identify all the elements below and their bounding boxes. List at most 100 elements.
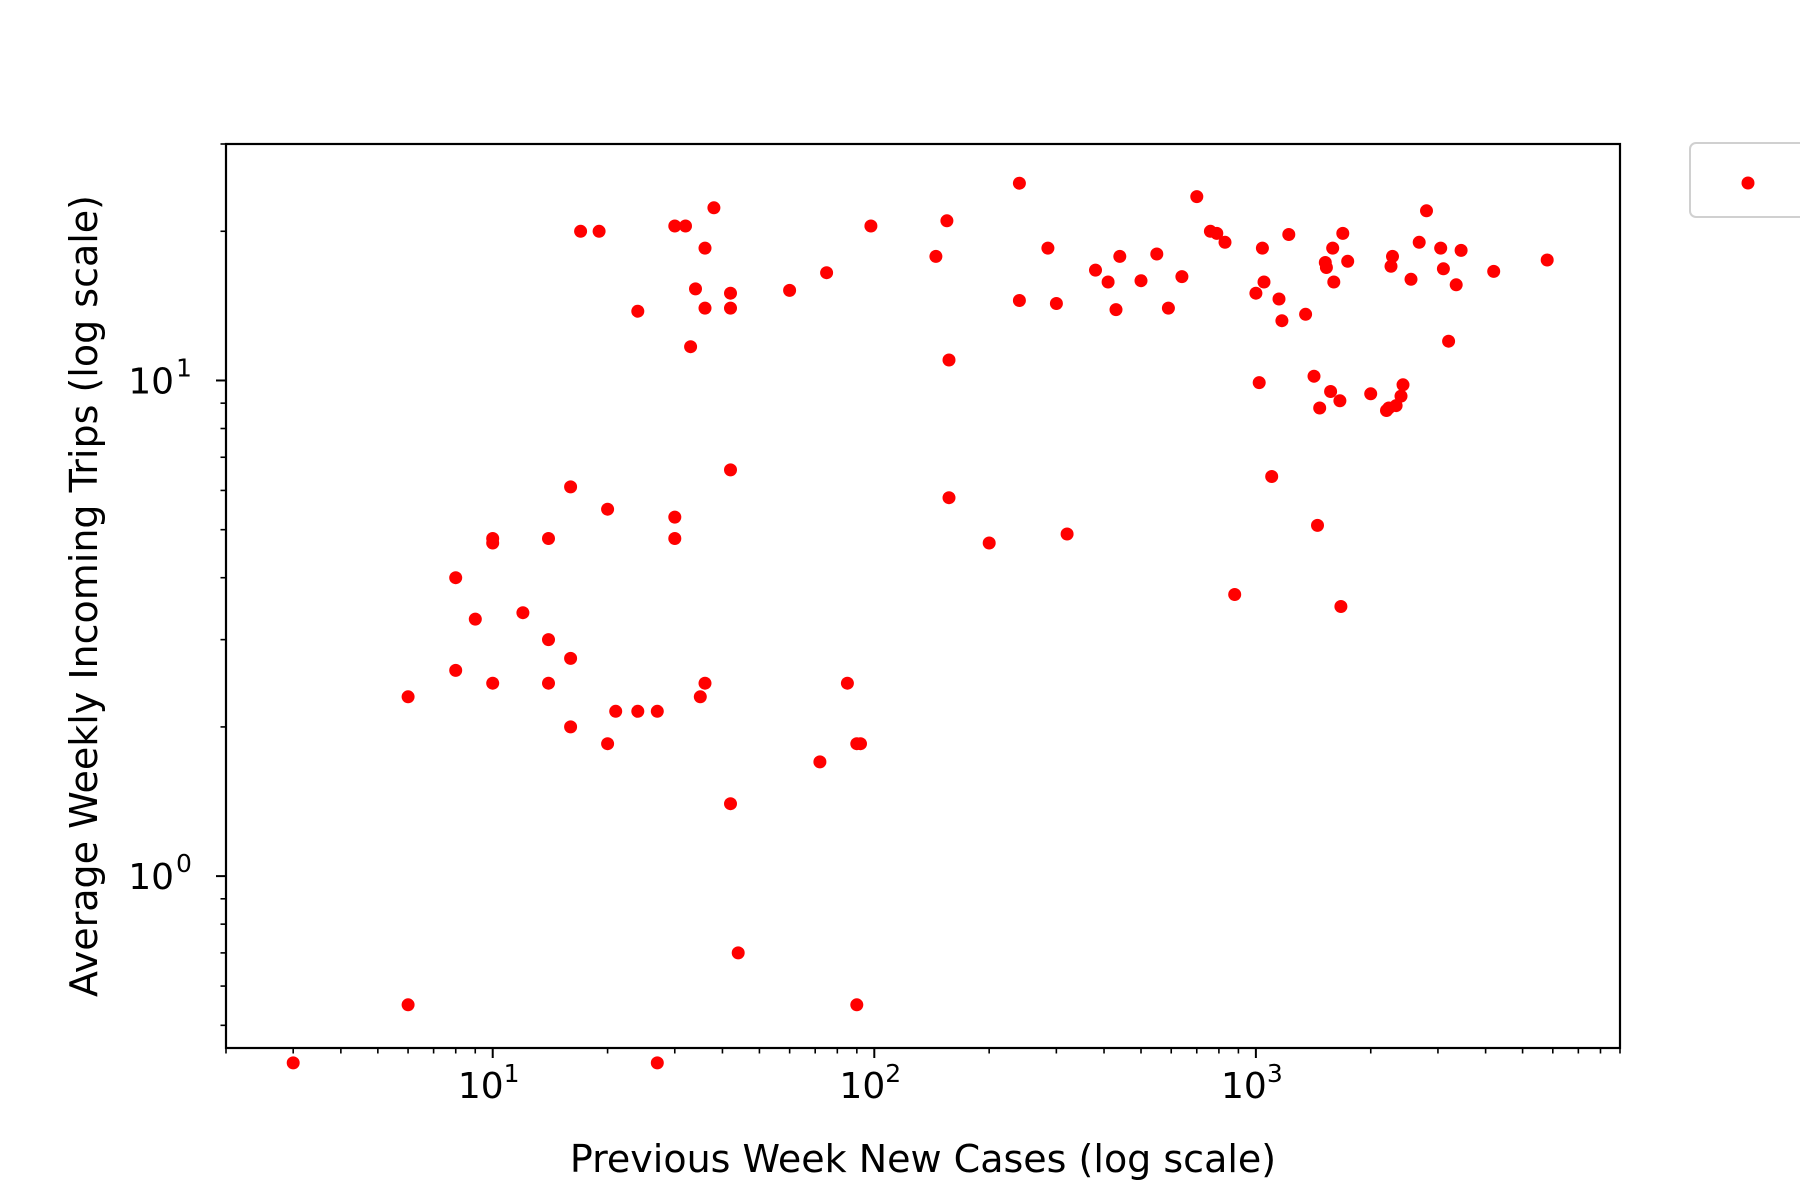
data-point-0-30 xyxy=(689,282,702,296)
data-point-0-50 xyxy=(940,214,954,228)
data-point-0-100 xyxy=(1396,378,1410,392)
data-point-0-34 xyxy=(698,301,712,315)
data-point-0-16 xyxy=(574,224,588,238)
data-point-0-36 xyxy=(724,286,737,300)
data-points xyxy=(286,176,1554,1070)
data-point-0-83 xyxy=(1313,401,1327,415)
data-point-0-40 xyxy=(731,946,745,960)
data-point-0-54 xyxy=(1012,176,1026,190)
data-point-0-3 xyxy=(449,571,463,585)
data-point-0-63 xyxy=(1134,274,1148,288)
data-point-0-5 xyxy=(468,612,482,626)
data-point-0-80 xyxy=(1299,307,1313,321)
data-point-0-53 xyxy=(982,536,996,550)
data-point-0-52 xyxy=(942,491,956,505)
data-point-0-49 xyxy=(929,249,943,263)
data-point-0-82 xyxy=(1311,518,1324,532)
data-point-0-1 xyxy=(401,998,415,1012)
data-point-0-87 xyxy=(1326,241,1340,255)
data-point-0-43 xyxy=(820,266,834,280)
data-point-0-8 xyxy=(486,676,500,690)
data-point-0-58 xyxy=(1060,527,1074,541)
y-tick-label-0: 10 xyxy=(128,857,174,898)
data-point-0-85 xyxy=(1319,261,1333,274)
data-point-0-22 xyxy=(631,704,645,718)
data-point-0-25 xyxy=(668,510,682,524)
data-point-0-15 xyxy=(564,720,578,734)
data-point-0-71 xyxy=(1228,588,1242,601)
data-point-0-21 xyxy=(631,304,645,318)
data-point-0-4 xyxy=(449,663,463,677)
data-point-0-81 xyxy=(1307,369,1321,383)
data-point-0-33 xyxy=(698,676,712,690)
data-point-0-97 xyxy=(1386,249,1399,263)
data-point-0-92 xyxy=(1341,254,1355,268)
data-point-0-101 xyxy=(1404,272,1418,286)
data-point-0-14 xyxy=(564,651,578,665)
data-point-0-89 xyxy=(1333,394,1347,408)
data-point-0-31 xyxy=(693,690,707,704)
data-point-0-104 xyxy=(1434,241,1448,255)
data-point-0-74 xyxy=(1255,241,1269,255)
data-point-0-65 xyxy=(1161,301,1175,315)
data-point-0-39 xyxy=(724,797,737,811)
data-point-0-57 xyxy=(1049,297,1063,310)
data-point-0-60 xyxy=(1101,275,1115,289)
data-point-0-46 xyxy=(850,998,864,1012)
x-tick-exponent: 2 xyxy=(885,1059,901,1088)
data-point-0-9 xyxy=(516,606,530,620)
data-point-0-99 xyxy=(1394,389,1408,403)
data-point-0-86 xyxy=(1324,385,1338,398)
data-point-0-102 xyxy=(1412,235,1426,249)
data-point-0-73 xyxy=(1252,376,1266,390)
data-point-0-55 xyxy=(1012,294,1026,307)
data-point-0-108 xyxy=(1454,243,1468,257)
data-point-0-24 xyxy=(650,1056,664,1070)
data-point-0-76 xyxy=(1265,470,1279,483)
x-axis-label: Previous Week New Cases (log scale) xyxy=(570,1137,1276,1181)
data-point-0-106 xyxy=(1442,334,1456,348)
data-point-0-88 xyxy=(1327,275,1341,289)
data-point-0-37 xyxy=(724,301,737,315)
data-point-0-70 xyxy=(1218,235,1232,249)
plot-area-frame xyxy=(224,142,1622,1050)
data-point-0-32 xyxy=(698,241,712,255)
data-point-0-67 xyxy=(1190,190,1204,204)
data-point-0-20 xyxy=(609,704,623,718)
data-point-0-13 xyxy=(564,480,578,494)
data-point-0-2 xyxy=(401,690,415,704)
y-tick-exponent-1: 1 xyxy=(176,353,192,382)
data-point-0-23 xyxy=(650,704,664,718)
data-point-0-105 xyxy=(1436,262,1450,276)
data-point-0-59 xyxy=(1089,263,1102,277)
data-point-0-64 xyxy=(1150,247,1164,261)
data-point-0-48 xyxy=(864,219,878,233)
data-point-0-103 xyxy=(1420,204,1433,218)
y-axis-label: Average Weekly Incoming Trips (log scale… xyxy=(62,195,106,997)
data-point-0-61 xyxy=(1109,303,1123,317)
data-point-0-110 xyxy=(1540,253,1554,267)
data-point-0-38 xyxy=(724,463,737,477)
data-point-0-93 xyxy=(1364,387,1378,401)
data-point-0-90 xyxy=(1334,600,1348,613)
data-point-0-28 xyxy=(679,219,692,233)
data-point-0-96 xyxy=(1384,259,1398,273)
data-point-0-19 xyxy=(601,737,615,751)
data-point-0-77 xyxy=(1272,292,1286,306)
data-point-0-10 xyxy=(542,532,555,545)
data-point-0-72 xyxy=(1249,286,1263,300)
legend-marker xyxy=(1741,176,1755,190)
data-point-0-12 xyxy=(542,676,555,690)
data-point-0-109 xyxy=(1487,264,1501,278)
data-point-0-11 xyxy=(542,633,555,647)
data-point-0-75 xyxy=(1257,275,1271,289)
data-point-0-27 xyxy=(668,219,682,233)
data-point-0-78 xyxy=(1275,314,1289,328)
data-point-0-47 xyxy=(854,737,867,751)
data-point-0-107 xyxy=(1449,278,1463,292)
x-tick-exponent: 1 xyxy=(504,1059,520,1088)
legend xyxy=(1689,142,1800,218)
